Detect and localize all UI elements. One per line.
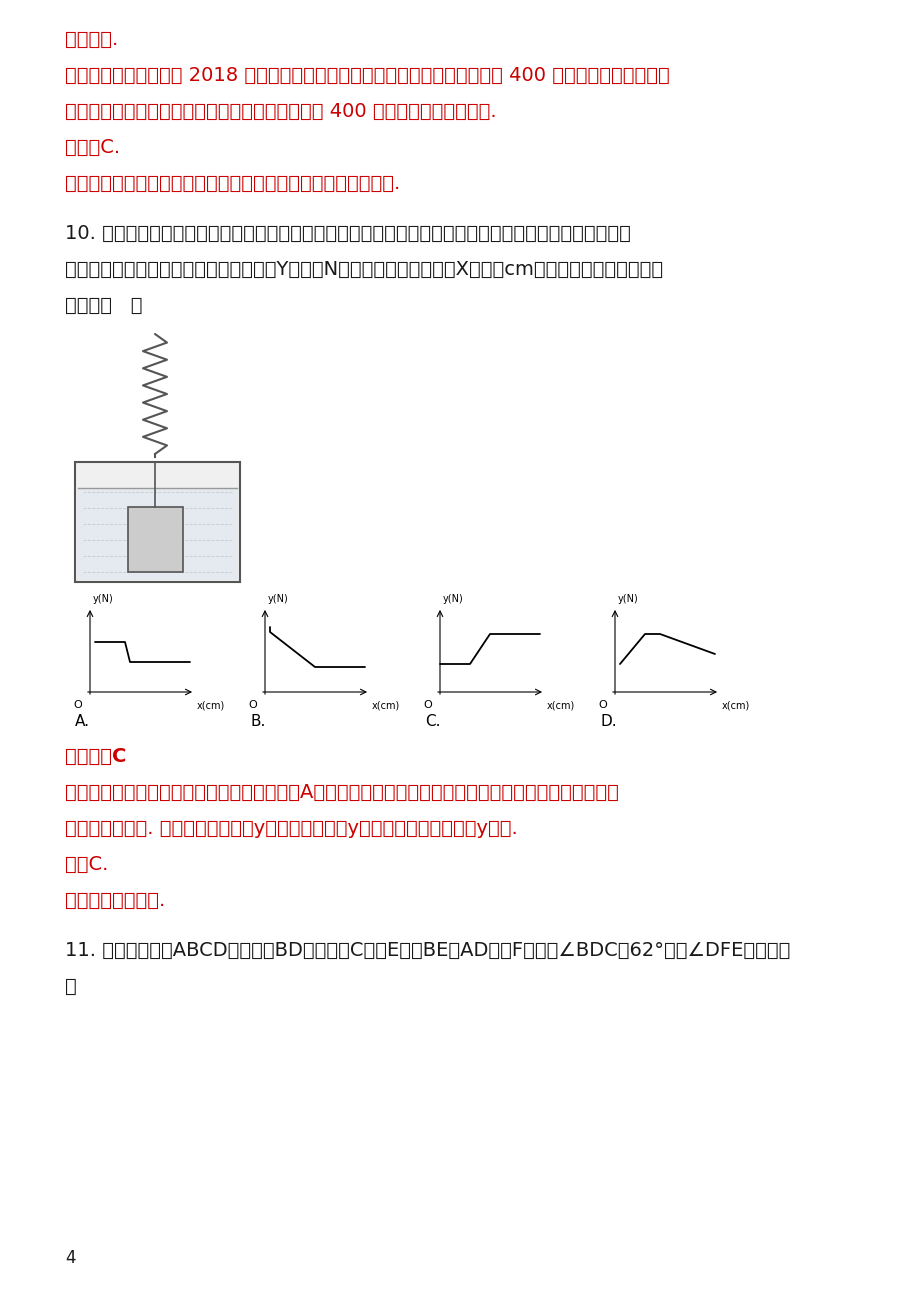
- Text: 得出答案.: 得出答案.: [65, 30, 119, 49]
- Text: x(cm): x(cm): [547, 700, 574, 710]
- Text: 故选C.: 故选C.: [65, 855, 108, 874]
- Text: 图象是（   ）: 图象是（ ）: [65, 296, 142, 315]
- Text: 进行统计分析，在这个问题中，样本是指被抽取的 400 名考生的中考数学成绩.: 进行统计分析，在这个问题中，样本是指被抽取的 400 名考生的中考数学成绩.: [65, 102, 496, 121]
- Text: 考点：函数的图象.: 考点：函数的图象.: [65, 891, 165, 910]
- Text: 点睛：此题主要考查了样本的定义，正确把握定义是解题的关键.: 点睛：此题主要考查了样本的定义，正确把握定义是解题的关键.: [65, 174, 400, 193]
- Text: 故选：C.: 故选：C.: [65, 138, 120, 158]
- Text: 11. 如图，将矩形ABCD沿对角线BD折叠，点C落在E处，BE交AD于点F，已知∠BDC＝62°，则∠DFE的度为（: 11. 如图，将矩形ABCD沿对角线BD折叠，点C落在E处，BE交AD于点F，已…: [65, 941, 789, 960]
- Bar: [77, 488, 238, 579]
- Text: x(cm): x(cm): [721, 700, 749, 710]
- Text: 4: 4: [65, 1249, 75, 1267]
- Text: 【答案】C: 【答案】C: [65, 747, 126, 766]
- Text: ）: ）: [65, 976, 76, 996]
- Text: y(N): y(N): [443, 594, 463, 604]
- Text: 详解：为了了解内江市 2018 年中考数学学科各分数段成绩分布情况，从中抽取 400 名考生的中考数学成绩: 详解：为了了解内江市 2018 年中考数学学科各分数段成绩分布情况，从中抽取 4…: [65, 66, 669, 85]
- Text: y(N): y(N): [93, 594, 114, 604]
- Text: y(N): y(N): [267, 594, 289, 604]
- Text: 10. 在物理实验课上，老师用弹簧秤将铁块悬于盛有水的水槽中，然后匀速向上提起，直到铁块完全露出水: 10. 在物理实验课上，老师用弹簧秤将铁块悬于盛有水的水槽中，然后匀速向上提起，…: [65, 224, 630, 243]
- Bar: [128, 506, 182, 572]
- Text: O: O: [74, 700, 82, 710]
- Text: D.: D.: [599, 713, 616, 729]
- Text: O: O: [248, 700, 256, 710]
- Text: O: O: [423, 700, 432, 710]
- Bar: [75, 462, 240, 582]
- Text: C.: C.: [425, 713, 440, 729]
- Text: A.: A.: [75, 713, 90, 729]
- Text: 【解析】试题分析：因为小明用弹簧称将铁块A悬于盛有水的水槽中，然后匀速向上提起，直至铁块完全露: 【解析】试题分析：因为小明用弹簧称将铁块A悬于盛有水的水槽中，然后匀速向上提起，…: [65, 783, 618, 802]
- Text: O: O: [597, 700, 607, 710]
- Text: y(N): y(N): [618, 594, 638, 604]
- Text: x(cm): x(cm): [197, 700, 225, 710]
- Text: B.: B.: [250, 713, 265, 729]
- Text: 面一定高度，则下图能反映弹簧秤的读数Y（单位N）与铁块被提起的高度X（单位cm）之间的函数关系的大致: 面一定高度，则下图能反映弹簧秤的读数Y（单位N）与铁块被提起的高度X（单位cm）…: [65, 260, 663, 279]
- Text: 出水面一定高度. 则露出水面前读数y不变，出水面后y逐渐增大，离开水面后y不变.: 出水面一定高度. 则露出水面前读数y不变，出水面后y逐渐增大，离开水面后y不变.: [65, 819, 517, 838]
- Text: x(cm): x(cm): [371, 700, 400, 710]
